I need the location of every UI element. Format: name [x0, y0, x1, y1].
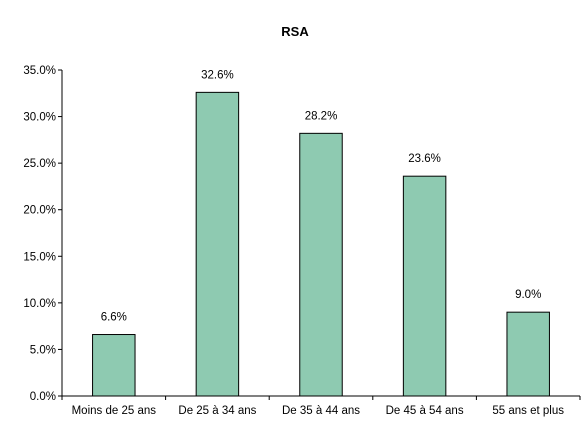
y-axis: 0.0% 5.0% 10.0% 15.0% 20.0% 25.0% 30.0% 35.0% [23, 65, 63, 403]
y-tick-label: 15.0% [23, 251, 56, 263]
data-label: 9.0% [515, 289, 541, 301]
data-label: 6.6% [101, 312, 127, 324]
x-tick-label: De 25 à 34 ans [178, 405, 256, 417]
data-label: 28.2% [305, 110, 338, 122]
x-tick-label: De 45 à 54 ans [386, 405, 464, 417]
bar [299, 132, 343, 397]
x-tick-label: De 35 à 44 ans [282, 405, 360, 417]
y-tick-label: 35.0% [23, 65, 56, 77]
data-label: 32.6% [201, 69, 234, 81]
y-tick-label: 30.0% [23, 112, 56, 124]
bar [92, 334, 136, 397]
bars [92, 91, 550, 397]
bar [402, 175, 447, 397]
data-label: 23.6% [408, 153, 441, 165]
y-tick-label: 5.0% [30, 344, 56, 356]
y-tick-label: 20.0% [23, 205, 56, 217]
x-tick-label: 55 ans et plus [492, 405, 564, 417]
y-tick-label: 0.0% [30, 391, 56, 403]
x-axis: Moins de 25 ans De 25 à 34 ans De 35 à 44 … [61, 395, 581, 417]
chart-title: RSA [281, 24, 309, 39]
bar [506, 311, 550, 397]
y-tick-label: 25.0% [23, 158, 56, 170]
x-tick-label: Moins de 25 ans [72, 405, 157, 417]
data-labels: 6.6% 32.6% 28.2% 23.6% 9.0% [101, 69, 542, 323]
y-tick-label: 10.0% [23, 298, 56, 310]
bar [195, 91, 240, 397]
